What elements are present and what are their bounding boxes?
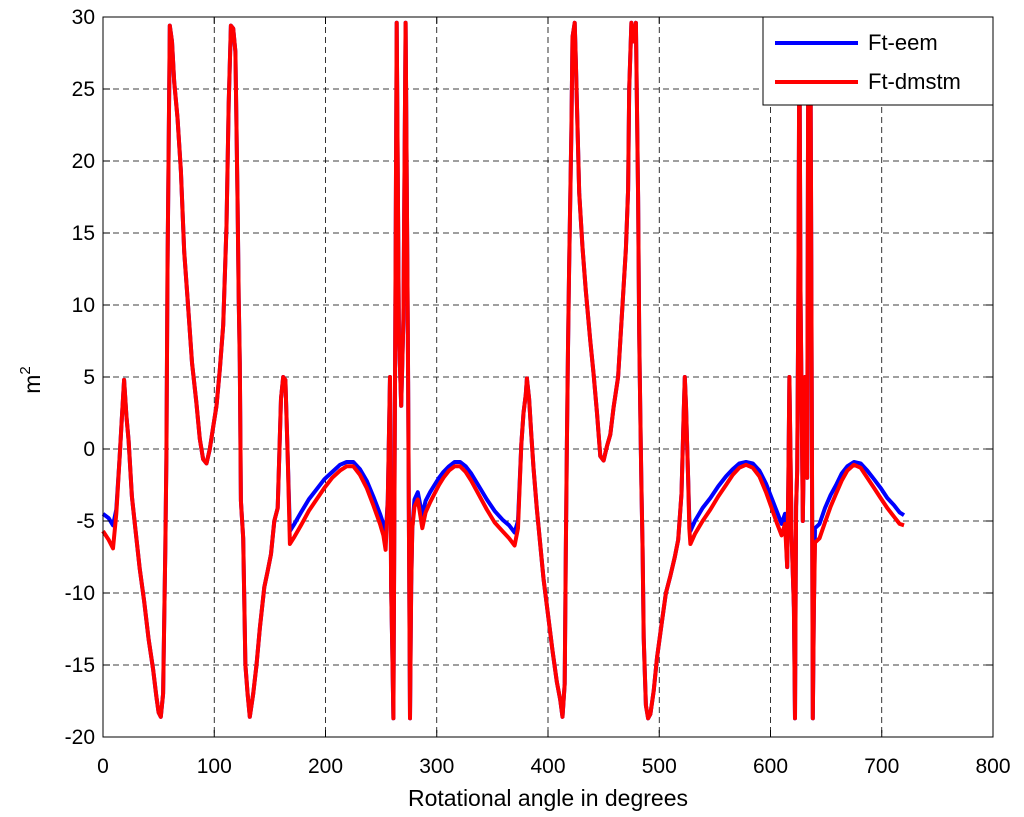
- x-tick-label: 500: [642, 755, 677, 778]
- legend-label-ft-eem: Ft-eem: [868, 30, 938, 55]
- y-tick-label: 25: [72, 78, 95, 101]
- y-tick-label: -15: [65, 654, 95, 677]
- x-tick-label: 800: [975, 755, 1010, 778]
- y-tick-label: 30: [72, 6, 95, 29]
- x-tick-label: 600: [753, 755, 788, 778]
- series-layer: [101, 20, 906, 721]
- y-axis-label-superscript: 2: [17, 366, 34, 374]
- x-tick-label: 200: [308, 755, 343, 778]
- x-tick-label: 0: [97, 755, 109, 778]
- y-tick-label: 20: [72, 150, 95, 173]
- x-tick-label: 100: [197, 755, 232, 778]
- legend-box: [762, 16, 994, 106]
- x-axis-label: Rotational angle in degrees: [408, 785, 688, 811]
- series-line-ft-dmstm: [101, 20, 905, 721]
- y-tick-label: 0: [83, 438, 95, 461]
- y-tick-labels: 30 25 20 15 10 5 0 -5 -10 -15 -20: [65, 6, 95, 749]
- x-tick-labels: 0 100 200 300 400 500 600 700 800: [97, 755, 1010, 778]
- x-tick-label: 700: [864, 755, 899, 778]
- x-tick-label: 400: [530, 755, 565, 778]
- x-tick-label: 300: [419, 755, 454, 778]
- legend-label-ft-dmstm: Ft-dmstm: [868, 69, 961, 94]
- y-tick-label: 15: [72, 222, 95, 245]
- y-tick-label: -20: [65, 726, 95, 749]
- y-tick-label: -5: [76, 510, 95, 533]
- legend: Ft-eem Ft-dmstm: [762, 16, 994, 106]
- y-tick-label: -10: [65, 582, 95, 605]
- y-axis-label-base: m: [19, 375, 45, 394]
- y-tick-label: 5: [83, 366, 95, 389]
- y-axis-label: m2: [17, 366, 45, 394]
- y-tick-label: 10: [72, 294, 95, 317]
